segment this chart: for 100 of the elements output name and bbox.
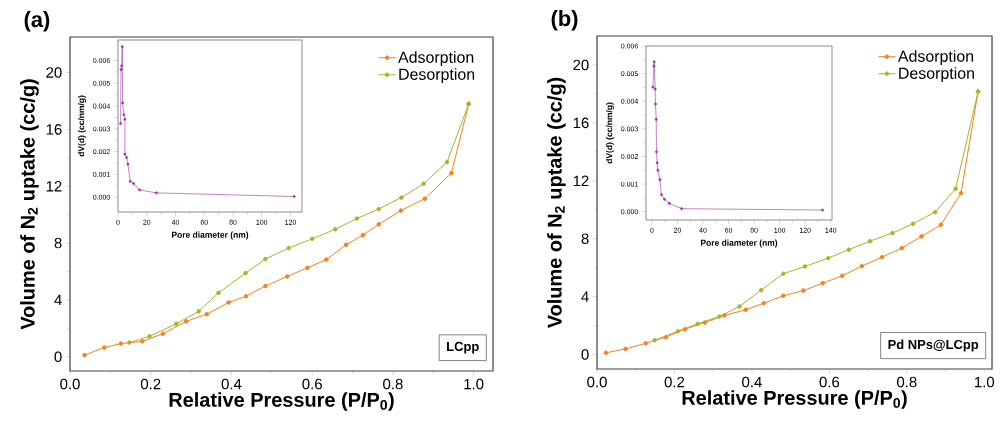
point: [305, 265, 310, 271]
point: [802, 264, 808, 269]
point: [663, 197, 666, 201]
y-tick-label: 0: [54, 351, 62, 363]
y-axis-title: Volume of N$_{2}$ uptake (cc/g): [547, 77, 566, 329]
point: [825, 255, 831, 261]
point: [938, 222, 944, 228]
point: [226, 300, 231, 305]
point: [263, 283, 268, 289]
point: [652, 64, 656, 68]
point: [147, 334, 152, 339]
point: [737, 304, 742, 309]
y-tick-label: 12: [46, 181, 62, 192]
point: [120, 64, 123, 68]
y-axis-title: dV(d) (cc/nm/g): [606, 102, 614, 164]
y-axis-title: dV(d) (cc/nm/g): [78, 95, 86, 157]
point: [695, 321, 700, 327]
point: [332, 227, 338, 232]
point: [702, 320, 708, 325]
point: [127, 340, 132, 345]
point: [399, 195, 404, 200]
annotation: LCpp: [447, 341, 479, 354]
point: [655, 161, 659, 165]
chart-title: (b): [551, 10, 578, 31]
point: [154, 191, 158, 195]
x-axis-title: Pore diameter (nm): [171, 231, 249, 240]
x-axis-title: Relative Pressure (P/P$_{0}$): [682, 390, 907, 409]
point: [953, 186, 958, 192]
point: [656, 168, 660, 172]
x-tick-label: 0.2: [664, 376, 685, 388]
x-tick-label: 0.6: [819, 376, 840, 388]
y-tick-label: 12: [573, 175, 589, 186]
point: [839, 273, 845, 279]
point: [932, 209, 938, 215]
y-tick-label: 20: [46, 67, 62, 78]
legend-label: Adsorption: [897, 50, 974, 66]
x-tick-label: 0.8: [897, 376, 917, 388]
point: [890, 230, 895, 236]
point: [139, 339, 145, 344]
point: [655, 150, 658, 154]
annotation: Pd NPs@LCpp: [888, 339, 979, 352]
point: [309, 236, 315, 242]
point: [292, 195, 296, 198]
point: [652, 60, 656, 64]
point: [120, 45, 124, 48]
point: [660, 193, 663, 196]
point: [243, 293, 249, 299]
x-tick-label: 0.2: [140, 378, 161, 390]
point: [102, 345, 107, 350]
x-tick-label: 0.4: [221, 378, 242, 390]
x-tick-label: 1.0: [464, 378, 484, 390]
x-tick-label: 0.0: [587, 376, 607, 388]
point: [658, 178, 662, 182]
y-tick-label: 8: [581, 233, 589, 244]
legend-label: Adsorption: [398, 51, 474, 67]
point: [879, 254, 885, 260]
point: [398, 208, 404, 213]
point: [801, 288, 806, 293]
chart-title: (a): [24, 11, 50, 32]
point: [376, 206, 382, 212]
point: [449, 170, 454, 176]
point: [820, 280, 826, 286]
point: [286, 245, 292, 251]
y-tick-label: 8: [54, 237, 62, 249]
point: [675, 328, 681, 334]
point: [867, 238, 873, 244]
point: [859, 263, 865, 269]
point: [821, 208, 824, 212]
point: [421, 181, 426, 187]
point: [682, 326, 688, 332]
point: [324, 257, 329, 262]
point: [132, 182, 135, 185]
point: [82, 352, 87, 358]
legend-label: Desorption: [899, 67, 974, 83]
y-tick-label: 20: [573, 59, 589, 71]
point: [284, 274, 290, 279]
y-tick-label: 16: [573, 117, 589, 129]
y-tick-label: 16: [46, 124, 62, 135]
point: [717, 314, 722, 319]
point: [422, 196, 428, 202]
x-tick-label: 0.4: [742, 376, 762, 388]
point: [216, 290, 221, 296]
point: [343, 242, 349, 248]
point: [623, 346, 628, 352]
x-axis-title: Relative Pressure (P/P$_{0}$): [169, 392, 394, 411]
point: [758, 287, 764, 293]
point: [118, 341, 124, 346]
x-tick-label: 0.0: [60, 378, 80, 390]
point: [119, 68, 123, 72]
point: [121, 101, 124, 105]
point: [122, 113, 126, 117]
point: [376, 222, 382, 227]
x-tick-label: 1.0: [975, 376, 995, 388]
point: [643, 340, 649, 346]
point: [761, 300, 767, 306]
y-tick-label: 0: [581, 349, 589, 360]
point: [125, 156, 129, 159]
point: [173, 321, 179, 327]
point: [846, 247, 852, 252]
point: [123, 152, 127, 156]
